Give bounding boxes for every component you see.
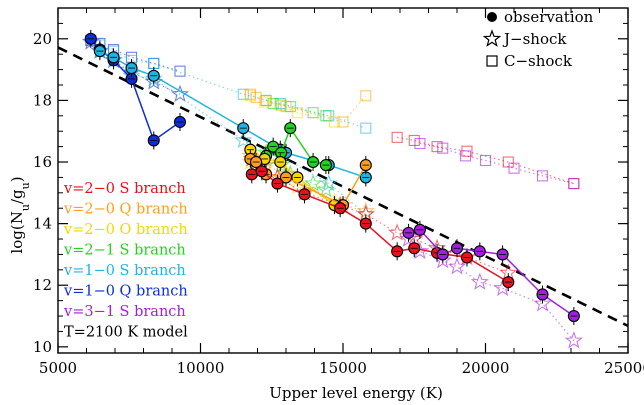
jshock-point [234, 130, 253, 149]
y-axis-label: log(Nu/gu) [8, 176, 32, 253]
cshock-point [414, 137, 426, 150]
legend-circle-icon [487, 12, 497, 22]
x-tick-label: 25000 [604, 359, 644, 377]
legend-label: J−shock [502, 30, 567, 48]
cshock-point [267, 97, 279, 110]
series-label: v=2−1 S branch [63, 243, 186, 259]
jshock-point [316, 180, 335, 198]
cshock-point [320, 110, 332, 122]
x-tick-label: 20000 [462, 359, 510, 377]
cshock-point [508, 162, 520, 174]
y-tick-label: 20 [33, 30, 52, 48]
cshock-point [174, 65, 186, 77]
cshock-line [265, 99, 327, 117]
cshock-point [274, 99, 286, 111]
legend-label: C−shock [504, 52, 573, 70]
cshock-point [337, 116, 349, 128]
cshock-point [291, 107, 303, 119]
series-label: v=1−0 S branch [63, 263, 186, 279]
legend-label: observation [504, 8, 594, 26]
cshock-point [280, 101, 292, 113]
cshock-point [328, 116, 341, 128]
y-tick-label: 12 [33, 276, 52, 294]
cshock-point [307, 107, 319, 119]
cshock-point [260, 94, 272, 106]
jshock-point [387, 223, 407, 241]
cshock-point [408, 134, 420, 147]
x-tick-label: 5000 [39, 359, 77, 377]
cshock-point [459, 150, 472, 162]
jshock-point [303, 174, 323, 192]
cshock-line [397, 136, 575, 185]
y-tick-label: 14 [33, 215, 52, 233]
series-label: v=2−0 S branch [63, 181, 186, 197]
cshock-point [391, 131, 403, 143]
cshock-point [568, 178, 580, 190]
observation-line [251, 170, 509, 283]
legend-square-icon [486, 55, 498, 67]
jshock-point [470, 272, 489, 290]
cshock-point [479, 154, 492, 167]
cshock-point [536, 170, 549, 182]
cshock-point [237, 88, 249, 100]
series-label: v=3−1 S branch [63, 304, 186, 320]
x-tick-label: 10000 [177, 359, 225, 377]
cshock-line [419, 142, 574, 185]
y-tick-label: 10 [33, 338, 52, 356]
series-label: T=2100 K model [64, 325, 188, 341]
model-line [58, 46, 628, 328]
jshock-point [564, 331, 584, 349]
jshock-line [265, 152, 327, 191]
series-label: v=2−0 Q branch [63, 202, 188, 218]
cshock-point [437, 142, 449, 154]
jshock-point [533, 294, 552, 312]
cshock-point [284, 101, 296, 113]
cshock-point [244, 88, 256, 100]
svg-text:log(Nu/gu): log(Nu/gu) [8, 176, 32, 253]
cshock-point [568, 178, 580, 190]
x-tick-label: 15000 [319, 359, 367, 377]
series-label: v=1−0 Q branch [63, 284, 188, 300]
cshock-point [360, 122, 372, 134]
cshock-point [360, 90, 372, 102]
legend-star-icon [482, 29, 502, 47]
jshock-line [99, 50, 367, 215]
jshock-point [447, 257, 467, 275]
cshock-point [431, 141, 443, 153]
cshock-point [502, 156, 514, 168]
y-tick-label: 16 [33, 153, 52, 171]
jshock-point [399, 229, 418, 247]
x-axis-label: Upper level energy (K) [269, 384, 443, 402]
y-tick-label: 18 [33, 91, 52, 109]
observation-line [408, 228, 575, 317]
series-label: v=2−0 O branch [63, 222, 188, 238]
legend: observation J−shock C−shock [482, 8, 594, 70]
